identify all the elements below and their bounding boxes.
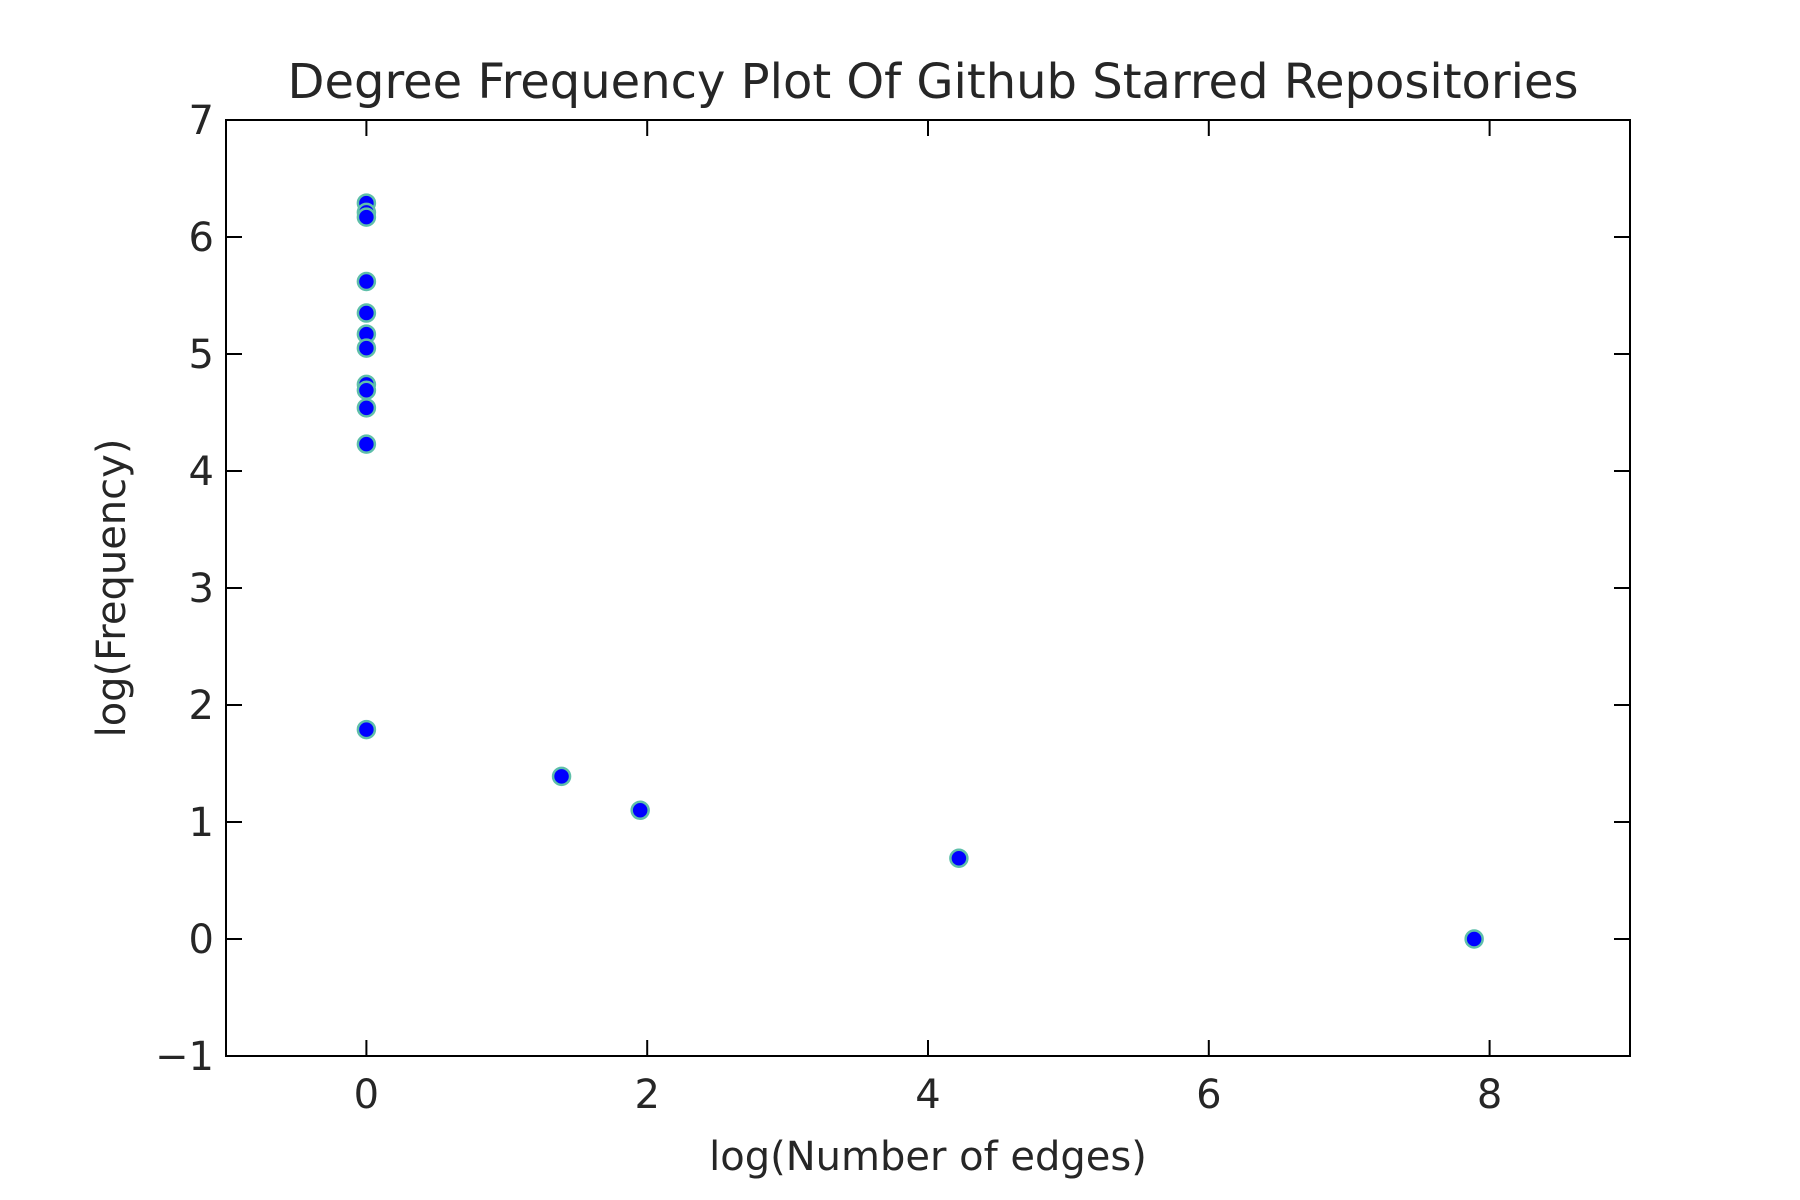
data-point xyxy=(551,766,572,787)
data-point xyxy=(949,848,969,869)
y-tick-label: −1 xyxy=(155,1034,214,1080)
y-tick-label: 2 xyxy=(189,683,214,729)
axis-tick-labels: 0 2 4 6 8 −1 0 1 2 3 4 5 6 7 xyxy=(155,98,1502,1118)
data-point xyxy=(356,338,377,358)
data-point xyxy=(356,434,377,454)
y-axis-label: log(Frequency) xyxy=(89,439,135,738)
data-point xyxy=(1464,929,1484,949)
data-points xyxy=(356,193,1484,949)
y-tick-label: 5 xyxy=(189,332,214,378)
y-tick-label: 4 xyxy=(189,449,214,495)
data-point xyxy=(356,398,377,418)
plot-frame xyxy=(225,119,1631,1057)
x-tick-label: 4 xyxy=(915,1072,940,1118)
y-tick-label: 3 xyxy=(189,566,214,612)
x-tick-label: 2 xyxy=(634,1072,659,1118)
y-tick-label: 1 xyxy=(189,800,214,846)
data-point xyxy=(356,380,377,401)
x-tick-label: 0 xyxy=(354,1072,379,1118)
data-point xyxy=(630,800,650,821)
axis-ticks xyxy=(226,119,1630,1057)
data-point xyxy=(356,719,377,740)
x-axis-label: log(Number of edges) xyxy=(709,1134,1147,1180)
y-tick-label: 7 xyxy=(189,98,214,144)
y-tick-label: 0 xyxy=(189,917,214,963)
data-point xyxy=(356,271,377,292)
y-tick-label: 6 xyxy=(189,215,214,261)
x-tick-label: 6 xyxy=(1196,1072,1221,1118)
x-tick-label: 8 xyxy=(1477,1072,1502,1118)
data-point xyxy=(356,303,377,323)
data-point xyxy=(356,207,377,227)
chart-title: Degree Frequency Plot Of Github Starred … xyxy=(287,54,1578,110)
